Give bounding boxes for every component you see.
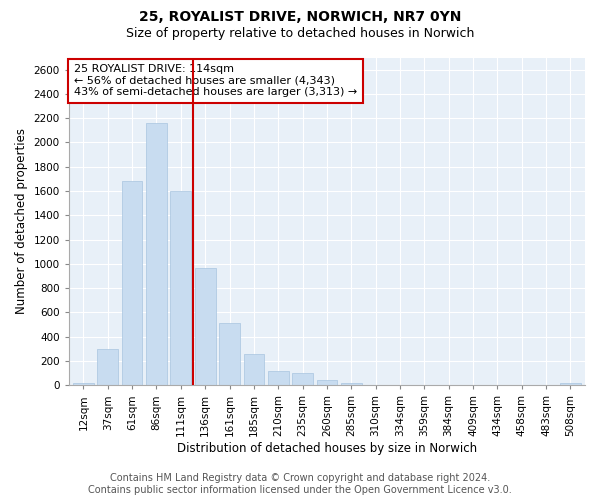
Bar	[170, 191, 191, 386]
Text: Contains HM Land Registry data © Crown copyright and database right 2024.
Contai: Contains HM Land Registry data © Crown c…	[88, 474, 512, 495]
Text: Size of property relative to detached houses in Norwich: Size of property relative to detached ho…	[126, 28, 474, 40]
Bar	[97, 349, 118, 386]
Y-axis label: Number of detached properties: Number of detached properties	[15, 128, 28, 314]
Bar	[73, 383, 94, 386]
Bar	[244, 354, 264, 386]
Text: 25 ROYALIST DRIVE: 114sqm
← 56% of detached houses are smaller (4,343)
43% of se: 25 ROYALIST DRIVE: 114sqm ← 56% of detac…	[74, 64, 357, 98]
Bar	[122, 182, 142, 386]
X-axis label: Distribution of detached houses by size in Norwich: Distribution of detached houses by size …	[177, 442, 477, 455]
Bar	[341, 384, 362, 386]
Bar	[292, 373, 313, 386]
Bar	[195, 268, 215, 386]
Bar	[268, 370, 289, 386]
Text: 25, ROYALIST DRIVE, NORWICH, NR7 0YN: 25, ROYALIST DRIVE, NORWICH, NR7 0YN	[139, 10, 461, 24]
Bar	[146, 123, 167, 386]
Bar	[560, 383, 581, 386]
Bar	[317, 380, 337, 386]
Bar	[219, 324, 240, 386]
